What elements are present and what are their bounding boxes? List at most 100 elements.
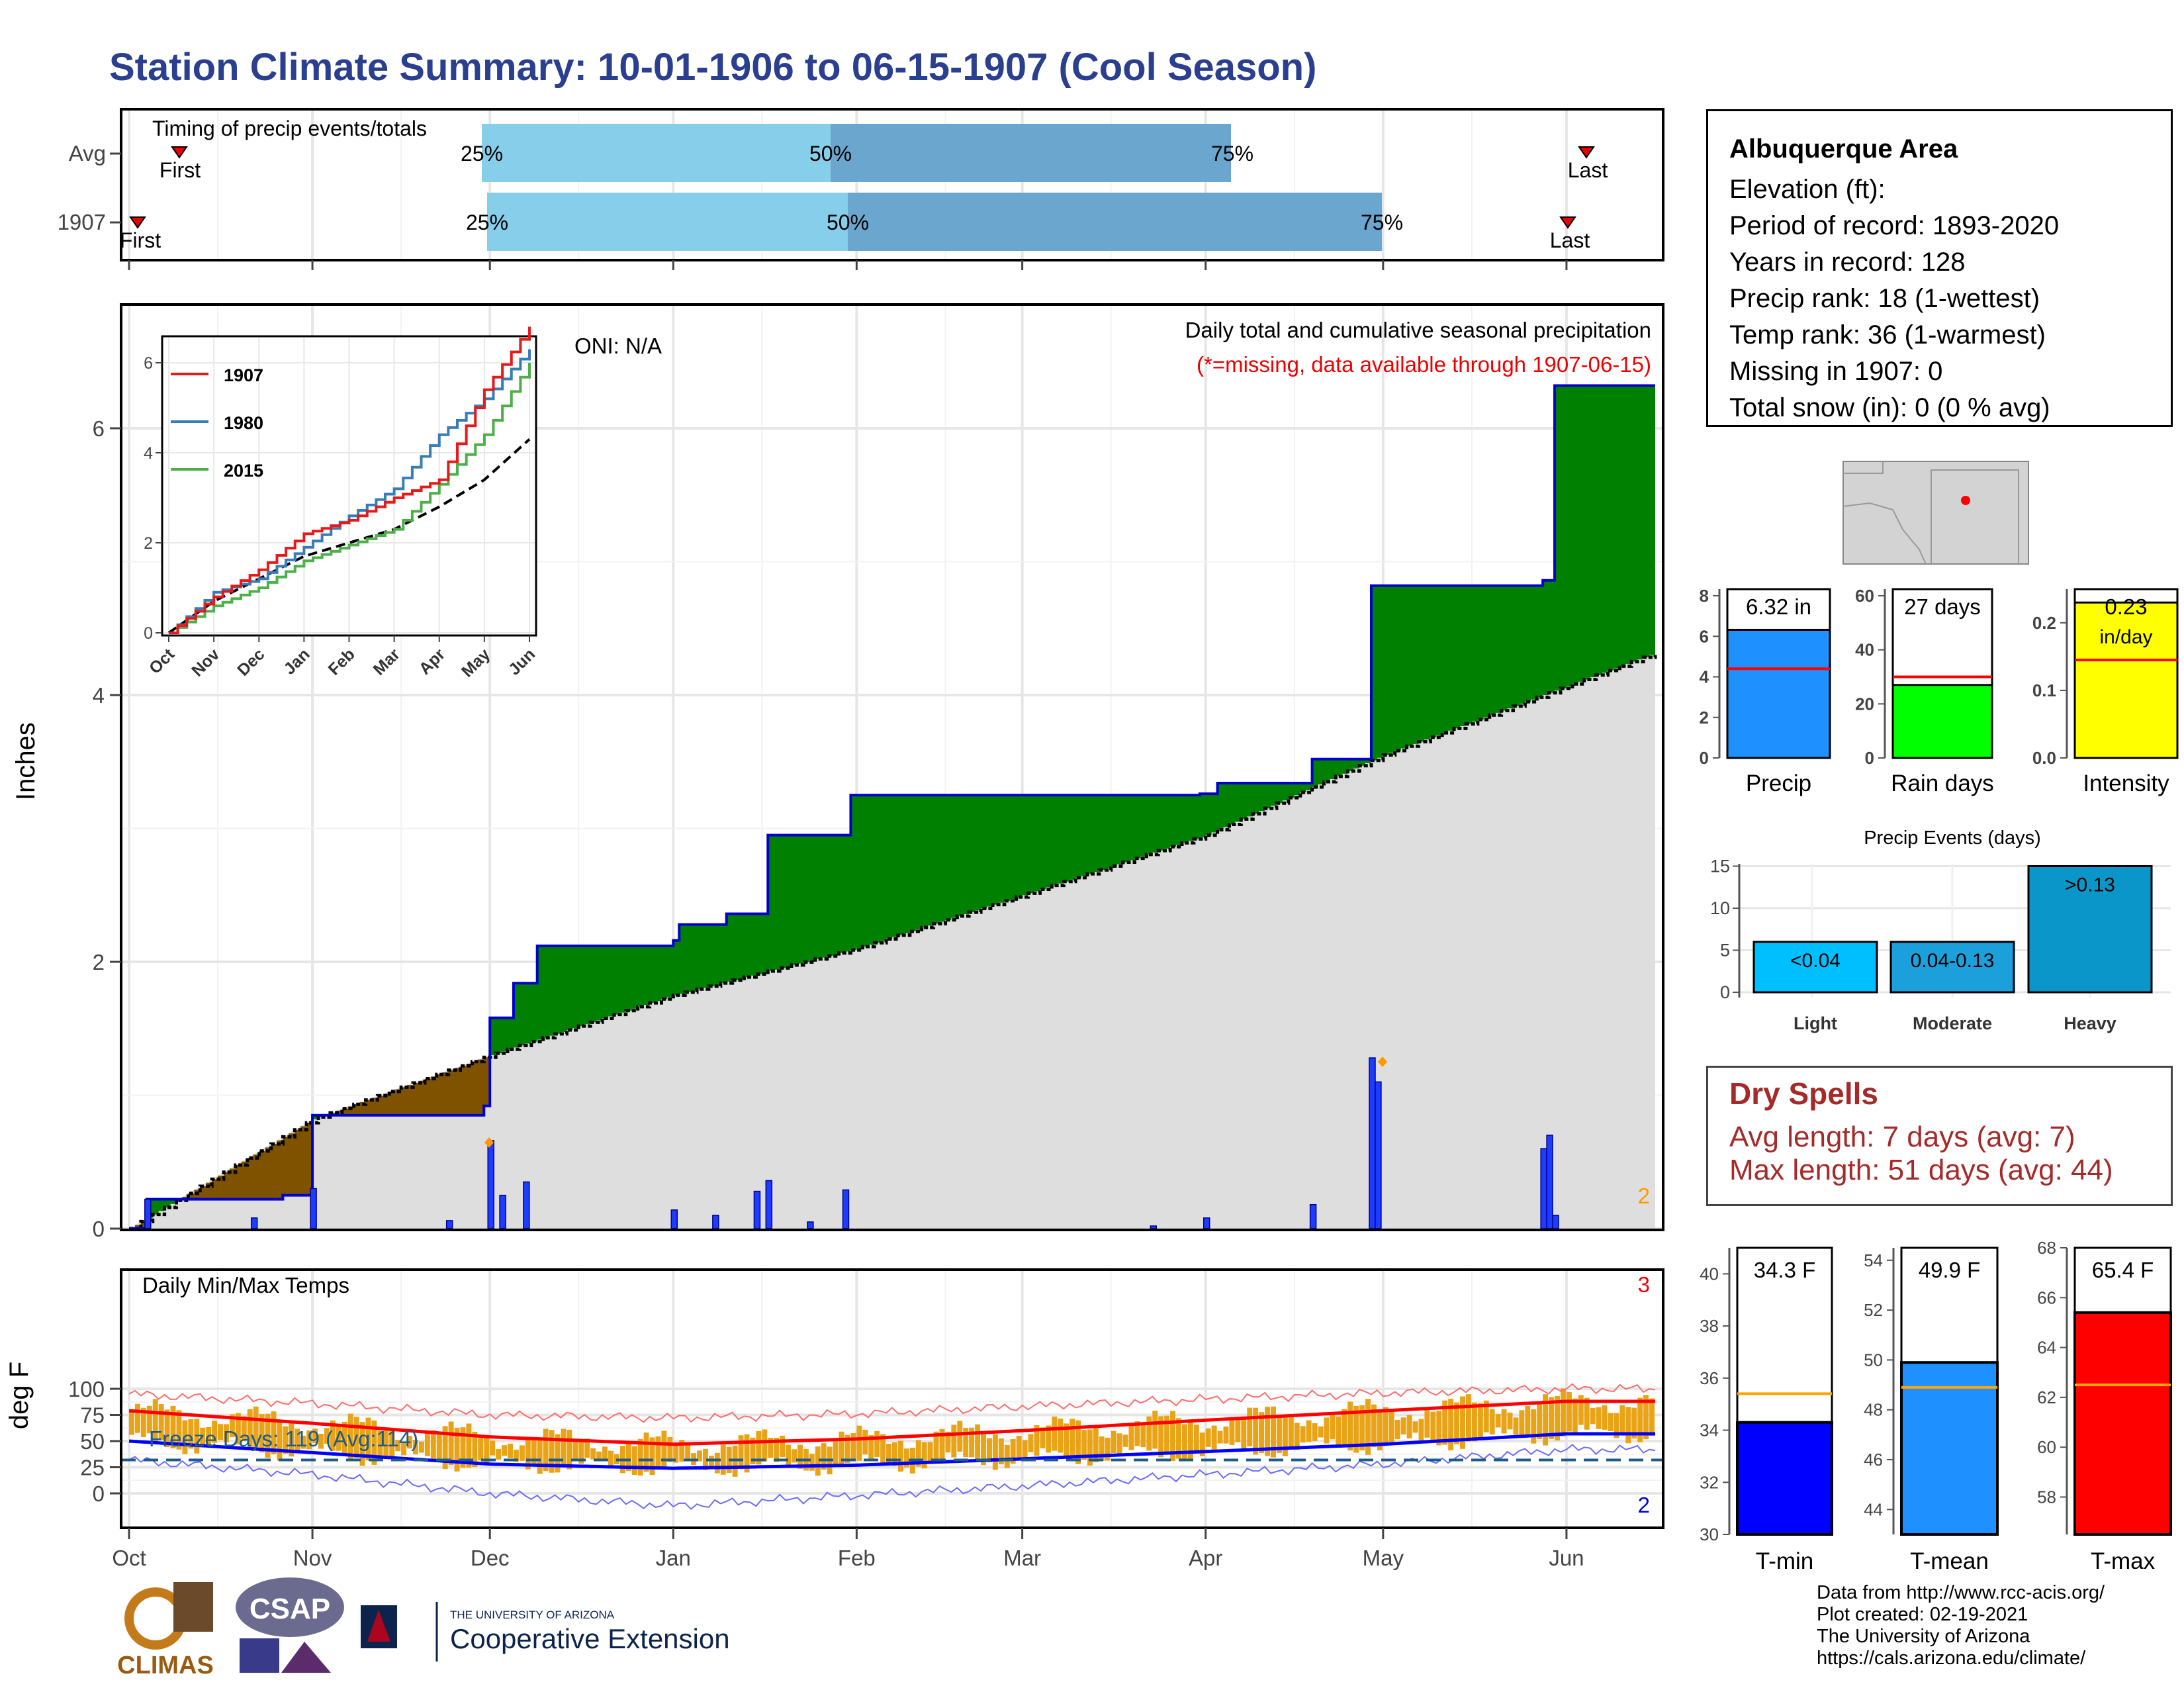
daily-temp-bar [1058, 1418, 1064, 1453]
daily-temp-bar [200, 1427, 206, 1446]
events-bar [2027, 865, 2153, 994]
daily-temp-bar [436, 1433, 442, 1461]
daily-temp-bar [496, 1448, 502, 1460]
daily-temp-bar [1483, 1400, 1489, 1432]
daily-temp-bar [1288, 1414, 1294, 1448]
daily-temp-bar [992, 1434, 998, 1470]
daily-temp-bar [1010, 1438, 1016, 1464]
summary-value-unit: in/day [2099, 626, 2152, 648]
month-tick-label: Oct [112, 1546, 146, 1570]
summary-tick-label: 0 [1700, 748, 1709, 768]
page-title: Station Climate Summary: 10-01-1906 to 0… [109, 46, 1317, 89]
last-label-avg: Last [1568, 158, 1608, 182]
daily-temp-bar [661, 1430, 667, 1470]
surplus-area [146, 385, 1655, 1219]
daily-precip-bar [445, 1220, 453, 1229]
daily-temp-bar [1560, 1388, 1566, 1437]
daily-temp-bar [1081, 1430, 1087, 1460]
daily-temp-bar [1448, 1399, 1454, 1451]
summary-tick-label: 2 [1700, 708, 1709, 727]
daily-temp-bar [1371, 1404, 1377, 1448]
daily-temp-bar [673, 1443, 679, 1463]
daily-temp-bar [1406, 1415, 1412, 1438]
daily-temp-bar [1170, 1411, 1176, 1462]
daily-temp-bar [1134, 1421, 1140, 1446]
daily-temp-bar [247, 1409, 253, 1449]
summary-value-label: 0.23 [2105, 594, 2147, 619]
daily-temp-bar [720, 1444, 726, 1475]
daily-precip-bar [1540, 1148, 1547, 1229]
daily-precip-bar [1203, 1217, 1210, 1229]
temp-summary-value: 34.3 F [1754, 1258, 1816, 1282]
station-name: Albuquerque Area [1729, 134, 1958, 164]
temps-frame [120, 1268, 1664, 1529]
legend-1907: 1907 [224, 365, 263, 385]
temp-summary-tick-label: 44 [1864, 1499, 1883, 1519]
summary-tick-label: 0 [1865, 748, 1874, 768]
daily-temp-bar [212, 1421, 218, 1443]
daily-temp-bar [1223, 1426, 1229, 1444]
daily-temp-bar [341, 1421, 347, 1454]
daily-temp-bar [655, 1436, 661, 1467]
temp-summary-label: T-min [1756, 1548, 1814, 1574]
daily-temp-bar [1028, 1434, 1034, 1452]
record-high-line [128, 1383, 1656, 1423]
daily-temp-bar [1388, 1411, 1394, 1442]
temps-ylabel: deg F [5, 1362, 34, 1429]
daily-temp-bar [915, 1440, 921, 1467]
station-period: Period of record: 1893-2020 [1729, 211, 2060, 240]
daily-temp-bar [1625, 1407, 1631, 1444]
daily-temp-bar [1507, 1412, 1513, 1430]
precip-frame [120, 303, 1664, 1231]
daily-temp-bar [1555, 1396, 1560, 1441]
daily-temp-bar [206, 1427, 212, 1448]
daily-temp-bar [140, 1407, 146, 1438]
daily-temp-bar [312, 1429, 318, 1444]
daily-temp-bar [839, 1431, 844, 1468]
daily-temp-bar [1336, 1416, 1342, 1448]
daily-temp-bar [602, 1446, 608, 1460]
summary-tick-label: 4 [1700, 667, 1709, 687]
daily-temp-bar [951, 1425, 957, 1458]
ua-logo: THE UNIVERSITY OF ARIZONA Cooperative Ex… [361, 1602, 730, 1662]
daily-temp-bar [702, 1448, 708, 1470]
daily-precip-bar [1375, 1081, 1382, 1229]
temp-y-tick-label: 75 [80, 1403, 105, 1428]
events-bar-label: Heavy [2064, 1013, 2116, 1033]
daily-temp-bar [903, 1448, 909, 1468]
temp-summary-tick-label: 48 [1864, 1400, 1883, 1420]
temp-summary-label: T-mean [1910, 1548, 1989, 1574]
daily-temp-bar [1412, 1421, 1418, 1433]
daily-temp-bar [1187, 1420, 1193, 1460]
daily-temp-bar [1495, 1414, 1501, 1428]
credit-data: Data from http://www.rcc-acis.org/ [1817, 1582, 2105, 1603]
daily-temp-bar [508, 1443, 513, 1458]
daily-temp-bar [182, 1420, 188, 1454]
daily-temp-bar [1608, 1413, 1614, 1432]
daily-temp-bar [347, 1413, 353, 1460]
temps-label: Daily Min/Max Temps [142, 1273, 349, 1297]
daily-temp-bar [194, 1419, 200, 1454]
daily-temp-bar [963, 1428, 969, 1458]
daily-temp-bar [1158, 1416, 1164, 1458]
timing-panel: Timing of precip events/totals Avg 1907 … [58, 108, 1664, 270]
station-precip-rank: Precip rank: 18 (1-wettest) [1729, 284, 2040, 313]
daily-temp-bar [353, 1417, 359, 1458]
daily-temp-bar [1146, 1416, 1152, 1451]
daily-temp-bar [584, 1438, 590, 1458]
daily-temp-bar [933, 1431, 939, 1460]
inset-avg-line [167, 438, 531, 634]
daily-temp-bar [229, 1414, 235, 1438]
daily-temp-bar [525, 1437, 531, 1470]
daily-temp-bar [939, 1429, 945, 1460]
temp-summary-tick-label: 66 [2037, 1288, 2056, 1307]
daily-temp-bar [235, 1413, 241, 1445]
timing-row-avg: Avg [69, 141, 106, 165]
temp-summary-tick-label: 34 [1700, 1421, 1719, 1440]
daily-temp-bar [271, 1411, 277, 1455]
missing-note: (*=missing, data available through 1907-… [1197, 352, 1651, 377]
daily-temp-bar [750, 1437, 756, 1465]
daily-temp-bar [1454, 1402, 1460, 1444]
daily-temp-bar [1318, 1426, 1324, 1438]
daily-temp-bar [407, 1436, 413, 1449]
